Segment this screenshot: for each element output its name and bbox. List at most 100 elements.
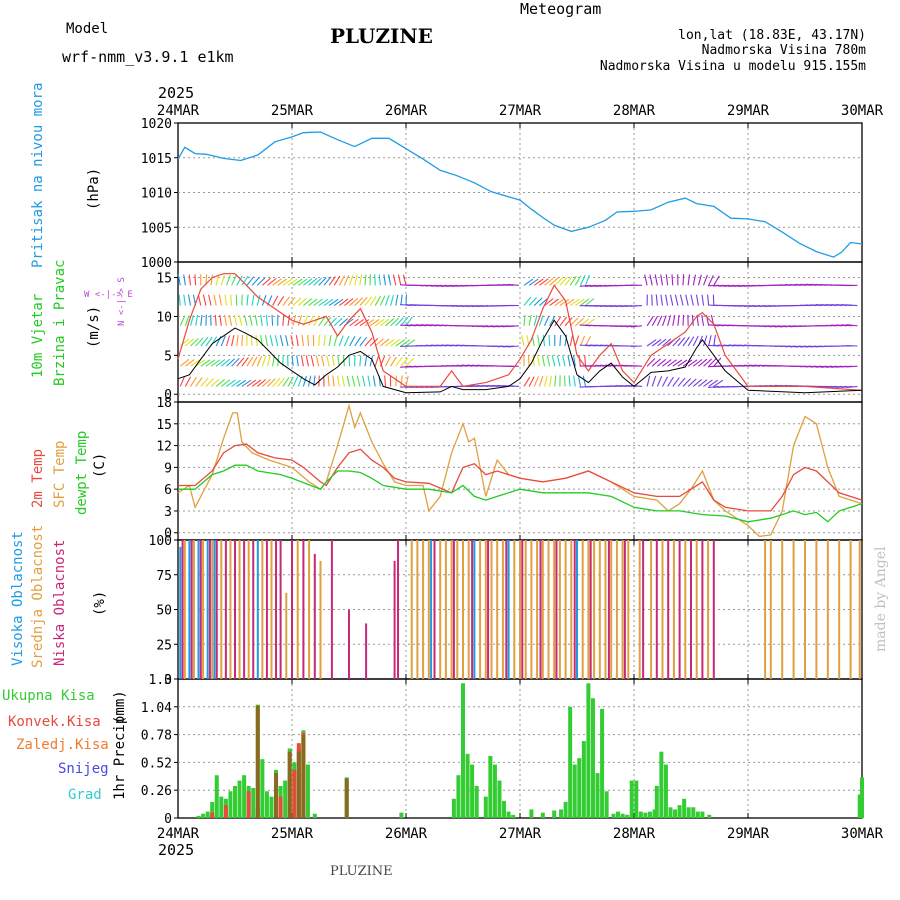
- wind-arrow: [333, 298, 344, 307]
- cloud-bar-mid: [410, 540, 413, 679]
- wind-arrow: [578, 355, 581, 367]
- wind-arrow: [226, 358, 235, 367]
- wind-arrow: [846, 385, 858, 389]
- wind-arrow: [537, 335, 540, 347]
- wind-arrow: [687, 359, 698, 367]
- x-tick-label-top: 27MAR: [499, 103, 542, 119]
- wind-arrow: [287, 278, 298, 286]
- wind-ylabel-b: Brzina i Pravac: [52, 260, 68, 386]
- wind-arrow: [323, 316, 332, 327]
- wind-compass-we: W <-|-> E: [84, 290, 133, 300]
- wind-arrows: [177, 274, 858, 389]
- precip-bar: [638, 811, 643, 818]
- wind-arrow: [320, 355, 325, 367]
- y-tick-label: 3: [164, 505, 172, 520]
- cloud-bar-high: [576, 540, 578, 679]
- wind-arrow: [400, 357, 409, 367]
- wind-arrow: [569, 317, 579, 327]
- cloud-bar-low: [265, 540, 268, 679]
- wind-arrow: [215, 378, 225, 387]
- cloud-bar-mid: [792, 540, 795, 679]
- wind-arrow: [573, 375, 576, 387]
- wind-arrow: [318, 298, 329, 307]
- y-tick-label: 75: [156, 569, 172, 584]
- wind-arrow: [265, 314, 269, 326]
- cloud-bar-mid: [450, 540, 453, 679]
- wind-arrow: [369, 319, 380, 327]
- cloud-bar-high: [430, 540, 433, 679]
- precip-bar: [210, 812, 215, 818]
- wind-arrow: [569, 335, 574, 347]
- wind-speed-line: [177, 319, 863, 394]
- wind-arrow: [272, 355, 275, 367]
- wind-arrow: [307, 334, 310, 347]
- wind-arrow: [251, 276, 260, 286]
- cloud-bar-low: [215, 540, 218, 679]
- wind-arrow: [682, 378, 692, 387]
- wind-arrow: [564, 317, 573, 327]
- y-tick-label: 0.78: [141, 729, 172, 744]
- precip-bar: [663, 764, 668, 818]
- wind-arrow: [543, 375, 548, 387]
- wind-arrow: [354, 274, 358, 286]
- wind-arrow: [692, 335, 699, 347]
- x-tick-label-top: 24MAR: [157, 103, 200, 119]
- precip-bar: [673, 809, 678, 818]
- wind-arrow: [672, 314, 676, 326]
- precip-bar: [668, 807, 673, 818]
- wind-arrow: [380, 318, 390, 327]
- precip-ylabel: 1hr Precip: [112, 716, 128, 800]
- wind-arrow: [313, 298, 323, 307]
- wind-arrow: [507, 325, 519, 328]
- wind-arrow: [569, 275, 577, 286]
- wind-arrow: [523, 376, 531, 387]
- wind-arrow: [226, 379, 236, 387]
- wind-arrow: [549, 375, 552, 387]
- cloud-bar-low: [190, 540, 193, 679]
- y-tick-label: 1015: [141, 152, 172, 167]
- precip-bar: [629, 780, 634, 818]
- wind-arrow: [308, 277, 318, 286]
- cloud-bar-low: [330, 540, 333, 679]
- wind-arrow: [354, 336, 362, 347]
- wind-arrow: [179, 376, 186, 387]
- wind-arrow: [359, 274, 363, 286]
- cloud-bar-mid: [490, 540, 493, 679]
- wind-arrow: [672, 377, 680, 387]
- wind-arrow: [354, 297, 363, 306]
- precip-bar: [860, 777, 864, 818]
- wind-arrow: [577, 375, 581, 387]
- cloud-bar-mid: [541, 540, 544, 679]
- wind-arrow: [682, 336, 690, 347]
- wind-arrow: [231, 335, 235, 347]
- precip-bar: [278, 796, 283, 818]
- wind-arrow: [846, 304, 858, 307]
- cloud-bar-mid: [650, 540, 653, 679]
- precip-bar: [228, 791, 233, 818]
- cloud-bar-mid: [587, 540, 590, 679]
- cloud-bar-mid: [815, 540, 818, 679]
- wind-arrow: [703, 274, 708, 286]
- wind-arrow: [533, 376, 540, 387]
- cloud-bar-mid: [479, 540, 482, 679]
- wind-arrow: [523, 296, 532, 306]
- precip-bar: [242, 775, 247, 818]
- wind-arrow: [338, 298, 349, 306]
- x-tick-label-bottom: 25MAR: [271, 826, 314, 842]
- wind-arrow: [349, 274, 354, 286]
- cloud-bar-mid: [296, 540, 299, 679]
- wind-arrow: [256, 379, 267, 387]
- wind-arrow: [332, 375, 335, 387]
- wind-arrow: [341, 375, 345, 387]
- precip-bar: [595, 773, 600, 818]
- precip-bar: [305, 764, 310, 818]
- wind-arrow: [708, 358, 717, 367]
- wind-arrow: [533, 297, 543, 306]
- wind-arrow: [400, 339, 411, 347]
- wind-arrow: [282, 314, 285, 326]
- y-tick-label: 1.04: [141, 701, 172, 716]
- cloud-bar-mid: [496, 540, 499, 679]
- precip-bar: [246, 791, 251, 818]
- wind-arrow: [520, 335, 525, 347]
- wind-arrow: [200, 359, 211, 367]
